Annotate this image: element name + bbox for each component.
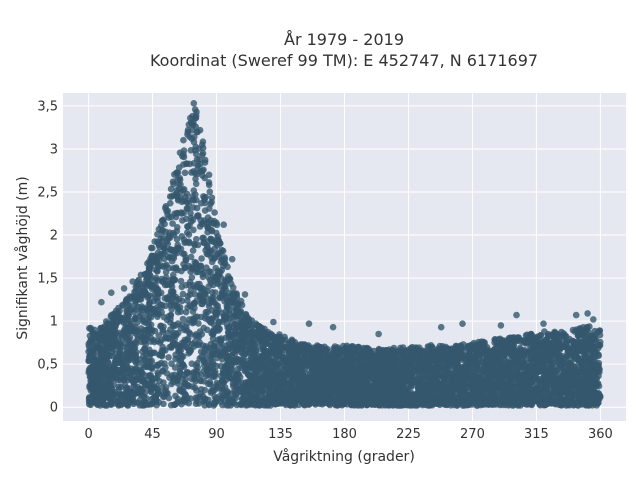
data-point: [219, 256, 226, 263]
data-point: [193, 236, 200, 243]
data-point: [227, 276, 234, 283]
data-point: [98, 352, 105, 359]
data-point: [182, 170, 189, 177]
data-point: [202, 207, 209, 214]
data-point: [167, 326, 174, 333]
chart-title: År 1979 - 2019: [284, 30, 404, 49]
data-point: [570, 327, 577, 334]
data-point: [146, 300, 153, 307]
data-point: [165, 354, 172, 361]
data-point: [209, 194, 216, 201]
data-point: [206, 182, 213, 189]
data-point: [184, 160, 191, 167]
data-point: [185, 383, 192, 390]
data-point: [180, 137, 187, 144]
data-point: [201, 197, 208, 204]
data-point: [186, 231, 193, 238]
data-point: [198, 378, 205, 385]
data-point: [204, 327, 211, 334]
data-point: [189, 360, 196, 367]
data-point: [179, 250, 186, 257]
data-point: [181, 147, 188, 154]
data-point: [172, 364, 179, 371]
data-point: [190, 204, 197, 211]
data-point: [221, 387, 228, 394]
data-point: [179, 233, 186, 240]
data-point: [191, 187, 198, 194]
chart-subtitle: Koordinat (Sweref 99 TM): E 452747, N 61…: [150, 51, 538, 70]
data-point: [178, 278, 185, 285]
data-point: [159, 384, 166, 391]
data-point: [187, 291, 194, 298]
data-point: [198, 255, 205, 262]
data-point: [180, 291, 187, 298]
data-point: [179, 284, 186, 291]
data-point: [175, 330, 182, 337]
data-point: [184, 223, 191, 230]
data-point: [210, 335, 217, 342]
data-point: [278, 392, 285, 399]
data-point: [106, 352, 113, 359]
data-point: [167, 302, 174, 309]
data-point: [166, 395, 173, 402]
data-point: [169, 372, 176, 379]
data-point: [204, 309, 211, 316]
data-point: [175, 245, 182, 252]
data-point: [193, 181, 200, 188]
data-point: [189, 274, 196, 281]
data-point: [172, 393, 179, 400]
data-point: [211, 209, 218, 216]
